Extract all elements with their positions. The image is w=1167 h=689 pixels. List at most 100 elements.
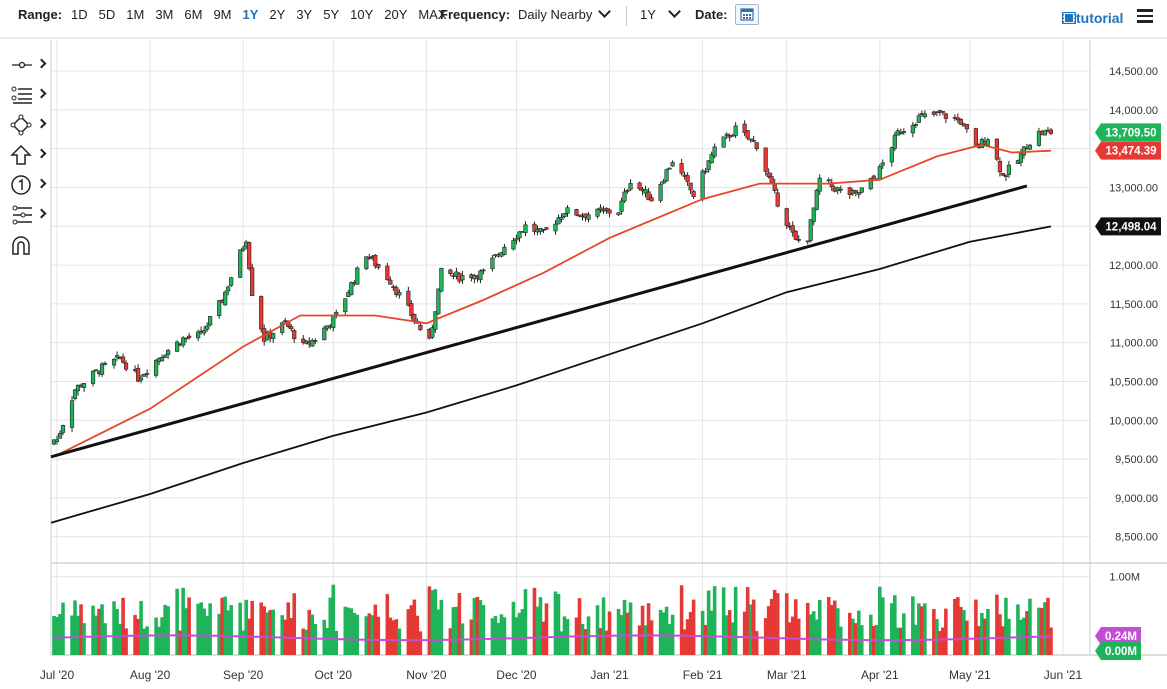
volume-bar-2021-02-04 [709, 610, 714, 655]
candle-2020-12-01 [514, 238, 519, 241]
volume-bar-2020-09-09 [265, 612, 269, 655]
y-tick-label: 10,000.00 [1109, 415, 1158, 427]
candle-2021-01-08 [628, 183, 633, 190]
candle-2020-08-21 [208, 316, 213, 326]
candle-2021-02-08 [721, 136, 726, 148]
candle-2020-09-01 [241, 247, 246, 251]
volume-bar-2020-09-10 [268, 610, 272, 655]
candle-2021-01-13 [643, 189, 648, 194]
volume-bar-2020-07-03 [61, 602, 65, 655]
candle-2020-12-22 [577, 214, 582, 217]
number-tool-button[interactable] [10, 174, 48, 196]
ma50-tag-shape [1095, 141, 1161, 160]
volume-bar-2021-01-18 [658, 609, 663, 655]
y-tick-label: 10,500.00 [1109, 376, 1158, 388]
tutorial-link[interactable]: tutorial [1061, 10, 1123, 26]
line-tool-button[interactable] [10, 54, 48, 76]
volume-bar-2021-05-04 [977, 626, 981, 655]
candle-2020-12-28 [595, 208, 600, 217]
candle-2020-08-20 [205, 325, 210, 330]
volume-bar-2021-01-27 [685, 619, 690, 655]
volume-bar-2021-02-15 [742, 611, 747, 655]
fib-tool-button[interactable] [10, 84, 48, 106]
range-9m-button[interactable]: 9M [213, 7, 232, 22]
range-20y-button[interactable]: 20Y [384, 7, 408, 22]
candle-2020-11-06 [439, 267, 444, 292]
magnet-tool-button[interactable] [10, 234, 48, 256]
y-tick-label: 11,000.00 [1110, 338, 1158, 350]
volume-bar-2020-12-16 [559, 631, 564, 655]
candle-2021-01-21 [667, 167, 672, 170]
volume-bar-2020-10-07 [349, 608, 354, 655]
range-1y-button[interactable]: 1Y [242, 7, 259, 22]
candle-2020-11-09 [448, 269, 453, 275]
ma200-tag: 12,498.04 [1095, 217, 1161, 236]
range-5y-button[interactable]: 5Y [323, 7, 340, 22]
volume-bar-2020-10-06 [346, 607, 351, 655]
volume-bar-2021-01-19 [661, 612, 666, 655]
volume-bar-2020-12-31 [604, 630, 609, 655]
frequency-dropdown[interactable]: Daily Nearby [518, 5, 612, 22]
film-icon [1061, 11, 1077, 25]
range-1m-button[interactable]: 1M [126, 7, 145, 22]
range-1d-button[interactable]: 1D [71, 7, 88, 22]
volume-bar-2020-08-07 [166, 606, 170, 655]
volume-average-tag-shape [1095, 627, 1141, 645]
candle-2020-09-14 [280, 322, 285, 333]
volume-bar-2020-12-03 [520, 609, 525, 655]
volume-bar-2020-10-16 [376, 616, 381, 655]
range-5d-button[interactable]: 5D [98, 7, 116, 22]
volume-bar-2020-07-06 [70, 615, 74, 655]
last-price-tag-shape [1095, 123, 1161, 142]
volume-bar-2020-10-27 [409, 605, 414, 655]
volume-bar-2020-09-02 [244, 599, 248, 655]
volume-bar-2021-01-20 [664, 606, 669, 655]
range-6m-button[interactable]: 6M [184, 7, 203, 22]
candle-2020-07-29 [138, 377, 144, 381]
volume-bar-2020-10-15 [373, 604, 378, 655]
y-tick-label: 8,500.00 [1115, 532, 1158, 544]
candle-2021-01-28 [688, 182, 693, 191]
frequency-value: Daily Nearby [518, 7, 593, 22]
x-tick-label: May '21 [949, 668, 991, 682]
candle-2020-10-15 [373, 254, 378, 267]
candle-2021-02-15 [742, 123, 747, 133]
volume-bar-2020-08-17 [196, 603, 200, 655]
volume-bar-2020-07-13 [91, 605, 95, 655]
candle-2021-03-09 [808, 219, 813, 241]
menu-icon[interactable] [1137, 9, 1153, 23]
volume-bar-2020-12-11 [544, 603, 549, 655]
volume-bar-2020-08-14 [187, 597, 191, 655]
candle-2020-07-03 [60, 425, 66, 433]
volume-bar-2020-08-11 [178, 630, 182, 655]
range-2y-button[interactable]: 2Y [269, 7, 286, 22]
range-10y-button[interactable]: 10Y [350, 7, 374, 22]
volume-bar-2020-12-28 [595, 605, 600, 655]
volume-bar-2021-04-26 [953, 598, 957, 655]
shape-tool-icon [10, 114, 32, 136]
calendar-icon[interactable] [735, 4, 759, 25]
volume-bar-2020-11-06 [439, 599, 444, 655]
candle-2020-09-25 [313, 340, 318, 342]
volume-bar-2021-01-26 [682, 629, 687, 655]
range-max-button[interactable]: MAX [418, 7, 447, 22]
candles [51, 109, 1054, 446]
volume-bar-2020-08-13 [184, 608, 188, 655]
arrow-tool-button[interactable] [10, 144, 48, 166]
candle-2021-01-01 [607, 209, 612, 214]
candle-2021-01-05 [619, 200, 624, 212]
period-dropdown[interactable]: 1Y [640, 5, 681, 22]
shape-tool-button[interactable] [10, 114, 48, 136]
range-3y-button[interactable]: 3Y [296, 7, 313, 22]
candle-2020-10-20 [388, 279, 393, 285]
volume-bar-2021-02-16 [745, 587, 750, 655]
pattern-tool-button[interactable] [10, 204, 48, 226]
volume-bar-2020-12-15 [556, 593, 561, 655]
candle-2020-10-09 [355, 267, 360, 285]
candle-2021-02-11 [730, 135, 735, 137]
candle-2020-07-02 [57, 433, 63, 439]
volume-bar-2020-12-07 [532, 587, 537, 655]
volume-bar-2021-05-28 [1049, 627, 1053, 655]
range-3m-button[interactable]: 3M [155, 7, 174, 22]
